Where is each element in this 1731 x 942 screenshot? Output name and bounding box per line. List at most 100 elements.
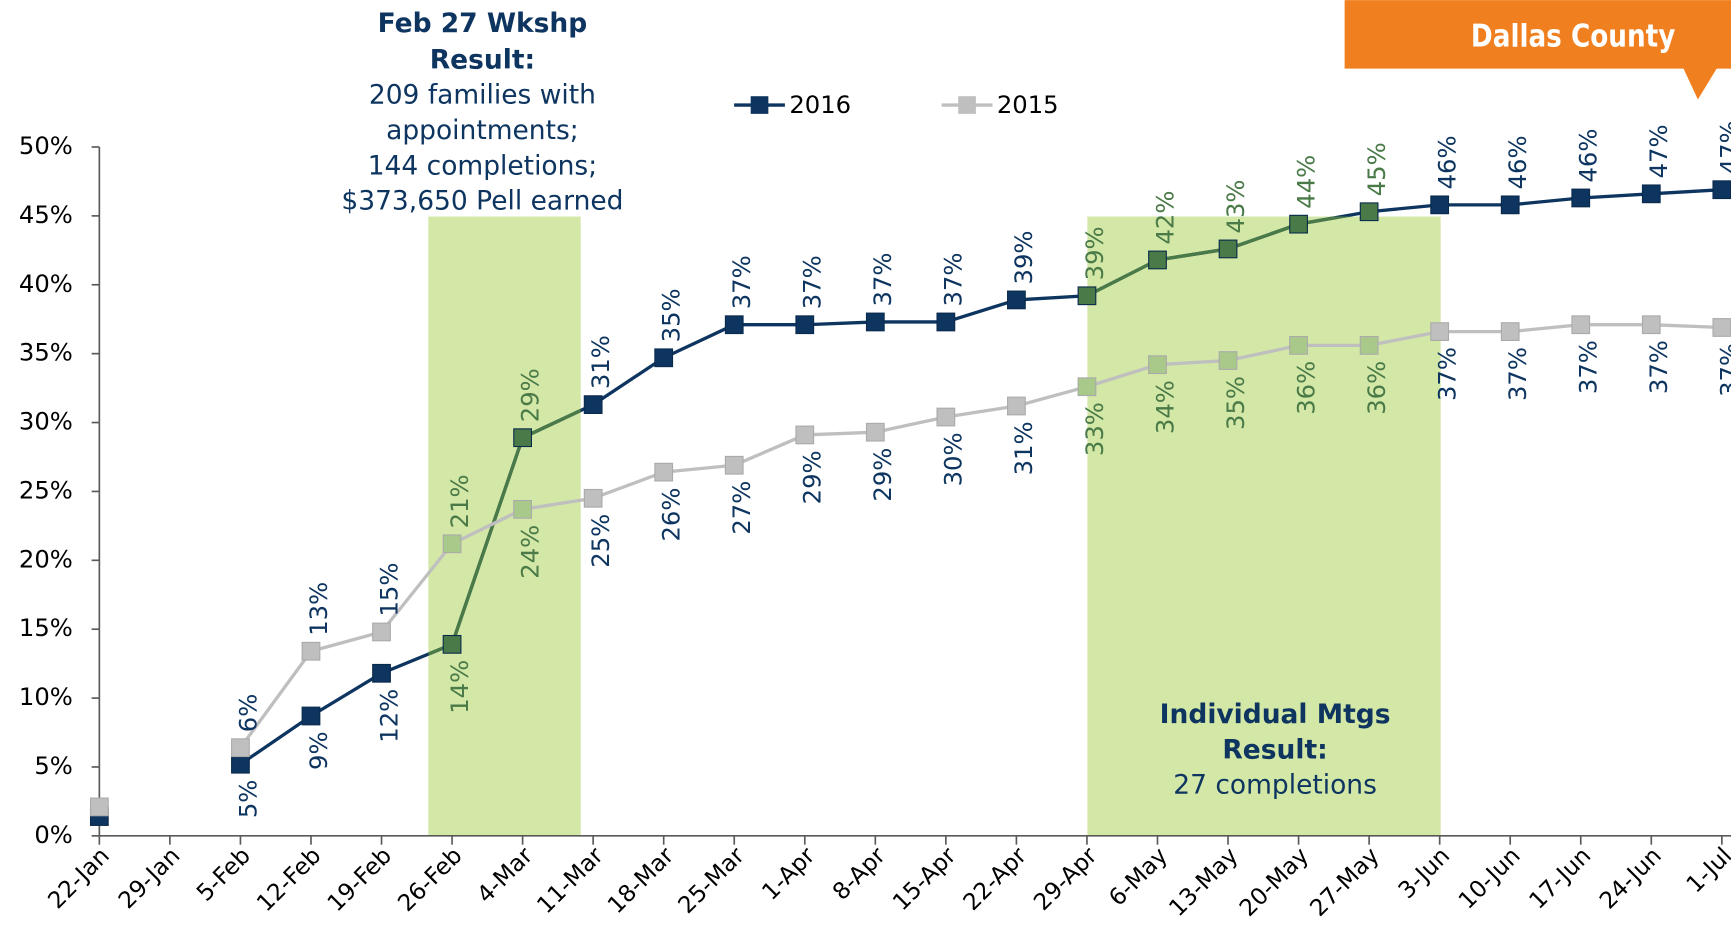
point [583, 488, 603, 508]
value-label: 46% [1574, 129, 1603, 183]
value-label: 6% [233, 694, 262, 733]
annotation-subtitle: Result: [430, 44, 535, 75]
value-label: 42% [1150, 191, 1179, 245]
point [1218, 351, 1238, 370]
point [1218, 239, 1238, 259]
point [1007, 290, 1026, 310]
x-tick-label: 24-Jun [1594, 842, 1666, 914]
annotation-title: Feb 27 Wkshp [378, 8, 588, 39]
point [865, 422, 885, 442]
point [1712, 318, 1731, 337]
point [1007, 396, 1026, 416]
point [654, 348, 674, 368]
y-tick-label: 0% [34, 820, 73, 849]
x-tick-label: 10-Jun [1453, 842, 1525, 914]
x-tick-label: 19-Feb [322, 842, 397, 917]
point [442, 534, 462, 554]
y-tick-label: 40% [19, 269, 73, 298]
point [654, 462, 674, 482]
point [795, 315, 815, 335]
x-tick-label: 27-May [1305, 842, 1385, 922]
annotation: Feb 27 Wkshp Result: 209 families with a… [341, 8, 1390, 801]
legend-marker [750, 96, 769, 114]
value-label: 26% [657, 488, 686, 542]
x-tick-label: 1-Jul [1681, 842, 1731, 898]
legend-label: 2016 [789, 90, 851, 119]
value-label: 37% [1715, 343, 1731, 397]
y-tick-label: 20% [19, 544, 73, 573]
value-label: 34% [1150, 380, 1179, 434]
point [724, 315, 744, 335]
legend-item: 2016 [734, 90, 851, 119]
value-label: 37% [1432, 347, 1461, 401]
value-label: 35% [657, 288, 686, 342]
point [1641, 184, 1661, 204]
highlight-band [428, 216, 581, 836]
point [372, 663, 391, 683]
x-tick-label: 22-Jan [43, 842, 115, 914]
annotation-line: appointments; [386, 115, 579, 146]
value-label: 9% [304, 731, 333, 770]
point [301, 641, 321, 661]
value-label: 47% [1715, 120, 1731, 174]
y-tick-label: 10% [19, 682, 73, 711]
point [1430, 195, 1450, 215]
point [1148, 355, 1167, 375]
value-label: 5% [233, 780, 262, 819]
value-label: 37% [868, 253, 897, 307]
value-label: 31% [586, 335, 615, 389]
point [231, 738, 250, 758]
value-label: 46% [1432, 135, 1461, 189]
x-tick-label: 11-Mar [532, 842, 609, 919]
point [1359, 202, 1379, 222]
annotation-line: 27 completions [1173, 770, 1377, 801]
x-tick-label: 15-Apr [887, 842, 961, 916]
value-label: 37% [1644, 340, 1673, 394]
point [583, 395, 603, 415]
x-tick-label: 12-Feb [252, 842, 327, 917]
point [1500, 195, 1520, 215]
value-label: 36% [1291, 361, 1320, 415]
value-label: 36% [1362, 361, 1391, 415]
value-label: 14% [445, 660, 474, 714]
point [1289, 335, 1308, 355]
point [513, 499, 532, 519]
value-label: 43% [1221, 180, 1250, 234]
x-tick-label: 29-Jan [113, 842, 185, 914]
x-tick-label: 29-Apr [1029, 842, 1103, 916]
x-tick-label: 25-Mar [673, 842, 750, 919]
y-tick-label: 45% [19, 200, 73, 229]
point [89, 797, 109, 817]
point [1359, 335, 1379, 355]
series-line [239, 323, 1722, 749]
value-label: 46% [1503, 135, 1532, 189]
point [1077, 377, 1097, 397]
annotation-line: 144 completions; [368, 150, 597, 181]
legend-marker [958, 96, 976, 114]
point [301, 706, 321, 726]
y-tick-label: 30% [19, 407, 73, 436]
value-label: 29% [798, 450, 827, 504]
point [1641, 315, 1661, 335]
value-label: 27% [727, 481, 756, 535]
y-tick-label: 50% [19, 131, 73, 160]
point [1712, 180, 1731, 200]
point [1571, 315, 1591, 335]
x-tick-label: 1-Apr [757, 842, 821, 906]
annotation-title: Individual Mtgs [1160, 699, 1391, 730]
point [1148, 250, 1167, 270]
point [936, 407, 956, 427]
x-tick-label: 26-Feb [393, 842, 468, 917]
value-label: 29% [868, 448, 897, 502]
value-label: 44% [1291, 155, 1320, 209]
value-label: 45% [1362, 142, 1391, 196]
point [936, 312, 956, 332]
value-label: 37% [939, 253, 968, 307]
value-label: 31% [1009, 421, 1038, 475]
x-tick-label: 20-May [1234, 842, 1314, 922]
callout-text: Dallas County [1471, 17, 1676, 54]
x-tick-label: 3-Jun [1393, 842, 1455, 904]
x-tick-label: 8-Apr [827, 842, 891, 906]
value-label: 37% [1574, 340, 1603, 394]
